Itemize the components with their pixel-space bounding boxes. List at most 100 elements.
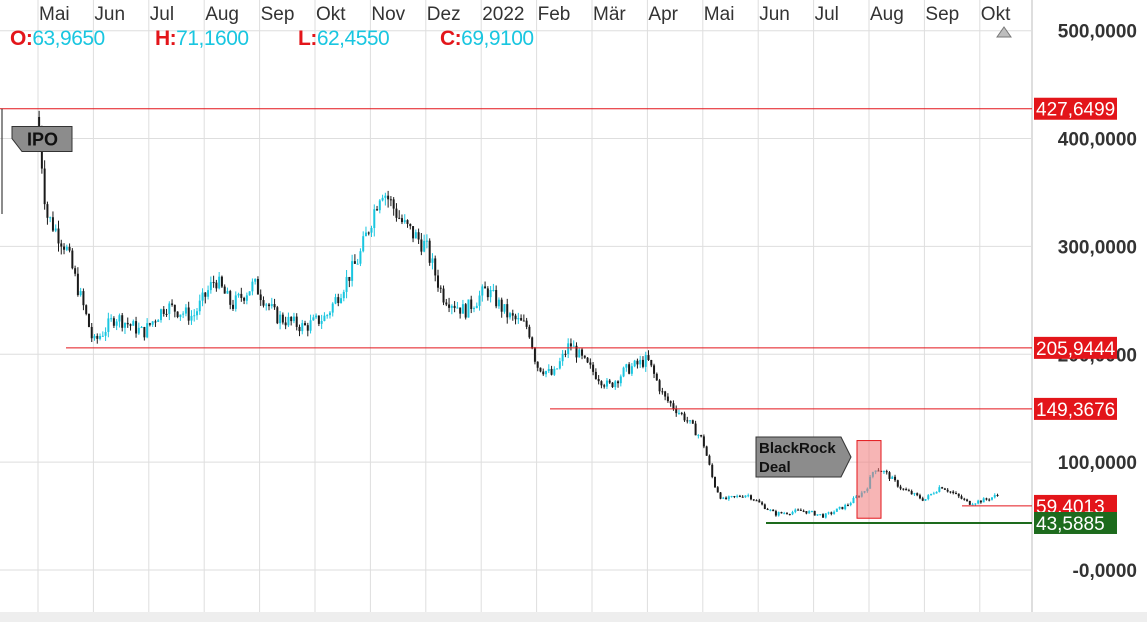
- candle-body: [966, 499, 969, 501]
- candle-body: [661, 391, 664, 393]
- candle-body: [99, 336, 102, 339]
- candle-body: [725, 497, 728, 500]
- candle-body: [90, 326, 93, 339]
- candle-body: [636, 360, 639, 365]
- candle-body: [500, 299, 503, 312]
- candle-body: [212, 282, 215, 284]
- candle-body: [691, 420, 694, 424]
- candle-body: [298, 326, 301, 332]
- candle-body: [173, 304, 176, 312]
- candle-body: [218, 276, 221, 289]
- low-label: L:: [298, 27, 317, 50]
- candle-body: [497, 299, 500, 307]
- candle-body: [107, 318, 110, 332]
- candle-body: [159, 309, 162, 321]
- candle-body: [356, 263, 359, 265]
- price-tag: [1034, 97, 1117, 120]
- candle-body: [977, 500, 980, 504]
- candle-body: [442, 288, 445, 303]
- candle-body: [448, 304, 451, 308]
- candle-body: [453, 305, 456, 309]
- candle-body: [204, 292, 207, 297]
- candle-body: [215, 282, 218, 289]
- candle-body: [655, 373, 658, 381]
- candle-body: [478, 295, 481, 306]
- candle-body: [143, 327, 146, 338]
- candle-body: [351, 261, 354, 281]
- high-value: 71,1600: [176, 27, 249, 50]
- candle-body: [398, 217, 401, 219]
- candle-body: [475, 305, 478, 309]
- candles: [38, 110, 999, 519]
- candle-body: [653, 365, 656, 374]
- candle-body: [76, 273, 79, 296]
- candle-body: [461, 304, 464, 314]
- candle-body: [245, 295, 248, 301]
- candle-body: [891, 476, 894, 479]
- candle-body: [550, 368, 553, 375]
- candle-body: [400, 218, 403, 223]
- x-tick-label: Okt: [316, 4, 346, 25]
- candle-body: [533, 348, 536, 362]
- x-tick-label: Aug: [205, 4, 239, 25]
- candle-body: [697, 435, 700, 437]
- candle-body: [813, 510, 816, 516]
- candle-body: [827, 512, 830, 514]
- candle-body: [431, 258, 434, 263]
- candle-body: [763, 504, 766, 509]
- candle-body: [816, 514, 819, 516]
- candle-body: [545, 371, 548, 375]
- candle-body: [608, 380, 611, 383]
- ohlc-close: C:69,9100: [440, 27, 534, 51]
- candle-body: [340, 298, 343, 304]
- candle-body: [93, 335, 96, 339]
- candle-body: [345, 276, 348, 292]
- candle-body: [963, 498, 966, 500]
- candle-body: [489, 290, 492, 298]
- candle-body: [586, 357, 589, 363]
- candle-body: [187, 307, 190, 321]
- candle-body: [423, 240, 426, 252]
- candle-body: [930, 493, 933, 496]
- x-tick-label: Okt: [981, 4, 1011, 25]
- candle-body: [938, 487, 941, 492]
- candle-body: [370, 227, 373, 233]
- scroll-up-icon: [996, 26, 1012, 38]
- candle-body: [209, 282, 212, 291]
- candle-body: [680, 412, 683, 414]
- candle-body: [309, 320, 312, 331]
- candle-body: [434, 258, 437, 276]
- candle-body: [799, 509, 802, 511]
- candle-body: [946, 489, 949, 492]
- candle-body: [822, 514, 825, 518]
- candle-body: [780, 512, 783, 514]
- candle-body: [376, 209, 379, 211]
- candle-body: [769, 509, 772, 511]
- candle-body: [849, 503, 852, 506]
- blackrock-label-line1: BlackRock: [759, 440, 836, 457]
- candle-body: [592, 364, 595, 372]
- candle-body: [741, 496, 744, 498]
- candle-body: [993, 495, 996, 498]
- candle-body: [683, 413, 686, 421]
- candle-body: [323, 315, 326, 321]
- candle-body: [996, 495, 999, 497]
- candle-body: [384, 195, 387, 198]
- candle-body: [525, 320, 528, 327]
- candle-body: [918, 495, 921, 499]
- candle-body: [417, 232, 420, 240]
- x-tick-label: Jun: [94, 4, 125, 25]
- candle-body: [312, 317, 315, 321]
- candle-body: [259, 294, 262, 301]
- candle-body: [154, 321, 157, 323]
- candle-body: [650, 359, 653, 366]
- candle-body: [65, 246, 68, 250]
- candle-body: [220, 276, 223, 287]
- candle-body: [190, 315, 193, 321]
- ipo-label: IPO: [27, 130, 58, 150]
- y-tick-label: 100,0000: [1058, 453, 1137, 474]
- candle-body: [711, 464, 714, 477]
- candle-body: [284, 322, 287, 326]
- candle-body: [846, 504, 849, 506]
- candle-body: [727, 496, 730, 500]
